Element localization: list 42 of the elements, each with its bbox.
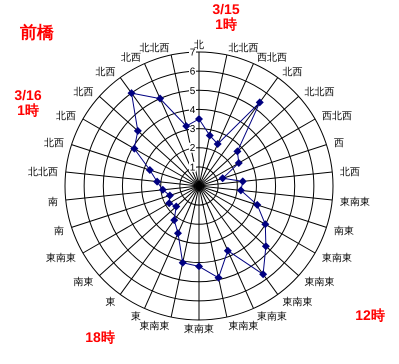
spoke-label: 南東	[334, 224, 354, 237]
spoke-label: 北西	[340, 166, 360, 178]
y-tick-label: 7	[190, 48, 196, 58]
y-tick-label: 3	[190, 124, 196, 136]
spoke-label: 北北西	[28, 166, 58, 178]
spoke-label: 西北西	[256, 51, 287, 64]
spoke-label: 北北西	[304, 86, 335, 98]
spoke-label: 西北西	[322, 110, 352, 122]
spoke-label: 東南東	[340, 196, 370, 208]
spoke-label: 西	[334, 138, 344, 150]
spoke-label: 北西	[56, 110, 76, 122]
spoke-label: 南	[48, 196, 58, 208]
spoke-label: 東南東	[256, 310, 287, 323]
text: 12時	[355, 307, 385, 323]
y-tick-label: 5	[190, 86, 196, 97]
spoke-label: 北西	[96, 66, 116, 78]
spoke-label: 北西	[282, 66, 302, 78]
spoke-label: 北北西	[139, 42, 170, 54]
text: 3/16 1時	[14, 87, 42, 118]
spoke-label: 南	[54, 224, 64, 237]
spoke-label: 北北西	[228, 42, 259, 54]
spoke-label: 南東	[73, 276, 94, 288]
spoke-label: 東南東	[322, 252, 352, 264]
spoke-label: 東南東	[228, 320, 259, 332]
y-tick-label: 6	[190, 66, 196, 78]
text: 18時	[85, 329, 115, 345]
y-tick-label: 1	[190, 162, 196, 174]
y-tick-label: 2	[190, 143, 196, 154]
spoke-label: 東南東	[304, 276, 335, 288]
spoke-label: 東	[131, 310, 142, 323]
spoke-label: 北西	[121, 51, 142, 64]
spoke-label: 東南東	[139, 320, 170, 332]
spoke-label: 東南東	[184, 323, 214, 335]
spoke-label: 東南東	[282, 296, 312, 308]
chart-title: 前橋	[19, 23, 55, 42]
spoke-label: 北西	[44, 137, 64, 150]
spoke-label: 東南東	[46, 252, 76, 264]
spoke-label: 北西	[73, 86, 94, 98]
spoke-label: 東	[106, 296, 116, 308]
text: 3/15 1時	[212, 1, 240, 32]
spoke-label: 北	[194, 39, 204, 51]
y-tick-label: 4	[190, 104, 196, 116]
